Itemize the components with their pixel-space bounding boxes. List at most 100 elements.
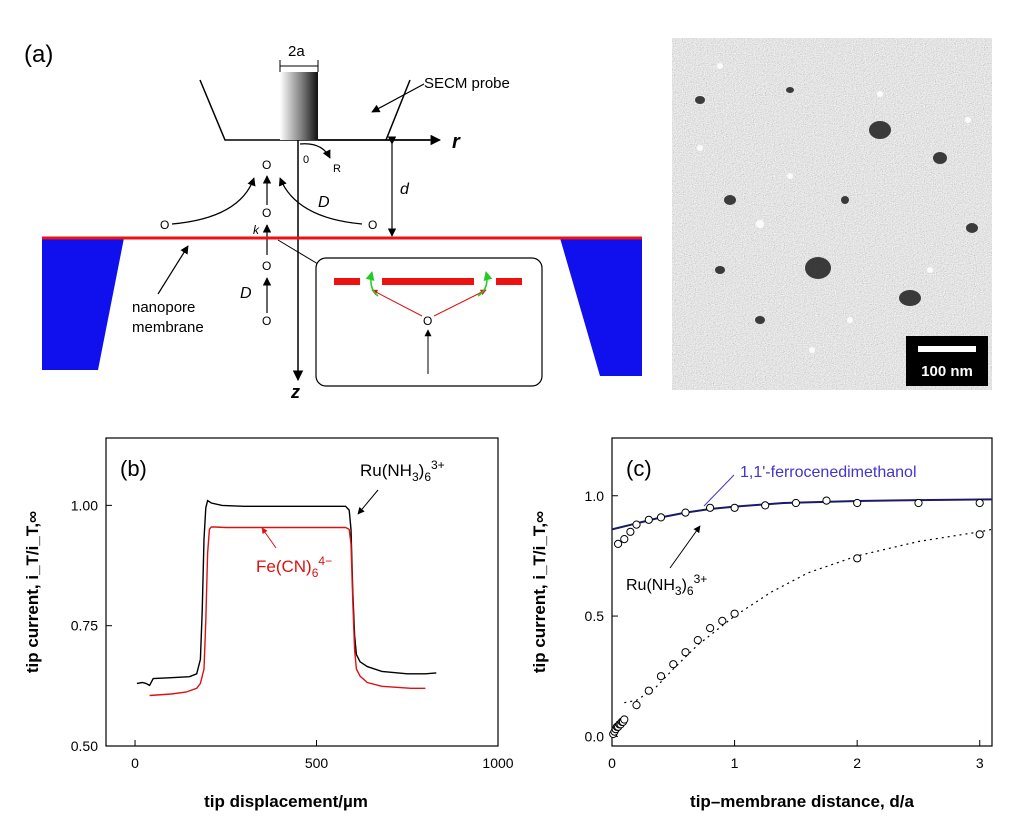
scale-bar: [918, 346, 976, 352]
data-point-series-1: [718, 616, 727, 626]
d-label: d: [400, 181, 410, 198]
scale-bar-box: [906, 336, 988, 386]
chart-b-ylabel: tip current, i_T/i_T,∞: [23, 511, 42, 673]
tem-pores: [695, 87, 978, 354]
secm-probe-label: SECM probe: [424, 75, 510, 92]
data-point-series-1: [656, 672, 666, 681]
data-point-series-0: [706, 503, 715, 512]
data-point-series-1: [620, 715, 629, 724]
membrane-pointer: [157, 245, 189, 295]
chart-b-ticks: 0 500 1000 0.50 0.75 1.00: [71, 497, 514, 771]
data-point-series-0: [730, 503, 739, 512]
data-point-series-0: [626, 527, 635, 536]
fit-line-0: [611, 498, 993, 531]
chart-c-annotation-ferrocene: 1,1'-ferrocenedimethanol: [740, 464, 917, 481]
data-point-series-0: [975, 498, 984, 508]
chart-c-frame: [611, 437, 993, 747]
chart-c-points: [609, 496, 984, 739]
membrane-label-line1: nanopore: [132, 299, 195, 316]
y-tick-label: 1.00: [71, 497, 98, 513]
data-point-series-0: [853, 498, 862, 508]
chart-c-panel-label: (c): [626, 456, 652, 481]
data-point-series-1: [681, 648, 690, 657]
chart-c: (c) tip–membrane distance, d/a tip curre…: [530, 437, 993, 811]
R-label: R: [333, 163, 341, 175]
svg-text:O: O: [160, 218, 169, 232]
probe-sheath-right: [385, 79, 411, 141]
panel-a-schematic: (a) r 2a SECM probe z 0 R d O O O O O: [24, 41, 642, 402]
data-point-series-1: [730, 609, 739, 618]
y-tick-label: 0.0: [585, 728, 605, 744]
green-arrow-right: [477, 271, 493, 297]
x-tick-label: 3: [976, 755, 984, 771]
panel-a-label: (a): [24, 41, 53, 68]
chart-b-frame: [105, 437, 499, 747]
membrane-support-right: [560, 238, 642, 376]
y-tick-label: 0.50: [71, 738, 98, 754]
membrane-support-left: [42, 238, 124, 370]
data-point-series-0: [791, 498, 801, 508]
chart-c-annotation-ru: Ru(NH3)63+: [626, 572, 707, 598]
chart-c-xlabel: tip–membrane distance, d/a: [690, 792, 914, 811]
probe-electrode: [280, 72, 318, 140]
svg-text:O: O: [368, 218, 377, 232]
membrane-label-line2: membrane: [132, 319, 204, 336]
chart-b-lines: [136, 499, 437, 697]
data-point-series-1: [706, 624, 715, 633]
svg-text:O: O: [262, 206, 271, 220]
data-point-series-0: [822, 496, 831, 505]
data-point-series-0: [681, 508, 690, 517]
chart-b-annotation-fe: Fe(CN)64−: [256, 554, 332, 580]
chart-b-panel-label: (b): [120, 456, 147, 481]
data-point-series-0: [914, 498, 923, 508]
tem-micrograph: 100 nm: [672, 38, 992, 390]
series-line-1: [149, 526, 426, 697]
x-tick-label: 1: [731, 755, 739, 771]
D-label-bottom: D: [240, 285, 252, 302]
svg-text:O: O: [262, 314, 271, 328]
tem-image: [672, 38, 992, 390]
x-tick-label: 2: [853, 755, 861, 771]
lateral-diffusion-right: [278, 177, 363, 225]
species-O: O O O O O O: [160, 158, 377, 328]
data-point-series-0: [644, 515, 653, 524]
data-point-series-0: [614, 539, 623, 549]
k-label: k: [253, 223, 260, 237]
data-point-series-1: [669, 660, 678, 669]
R-arrow: [299, 143, 331, 159]
x-tick-label: 500: [305, 755, 329, 771]
x-tick-label: 1000: [482, 755, 513, 771]
secm-probe-pointer: [371, 83, 425, 113]
tem-particles: [697, 63, 971, 353]
data-point-series-1: [853, 554, 862, 563]
scale-bar-label: 100 nm: [921, 363, 973, 380]
data-point-series-1: [632, 701, 641, 710]
y-tick-label: 0.75: [71, 618, 98, 634]
data-point-series-1: [644, 686, 653, 695]
data-point-series-1: [975, 530, 984, 539]
electrode-width-label: 2a: [288, 43, 305, 60]
x-tick-label: 0: [131, 755, 139, 771]
x-tick-label: 0: [608, 755, 616, 771]
inset-species-O: O: [423, 314, 432, 328]
y-tick-label: 1.0: [585, 488, 605, 504]
series-line-0: [136, 499, 437, 687]
data-point-series-0: [632, 520, 641, 529]
z-axis-label: z: [290, 382, 300, 402]
svg-text:O: O: [262, 259, 271, 273]
green-arrow-left: [365, 271, 379, 297]
chart-c-ylabel: tip current, i_T/i_T,∞: [530, 511, 549, 673]
data-point-series-0: [761, 501, 770, 510]
svg-text:O: O: [262, 158, 271, 172]
chart-c-lines: [611, 498, 993, 704]
y-tick-label: 0.5: [585, 608, 605, 624]
r-axis-label: r: [452, 131, 461, 153]
origin-label: 0: [303, 154, 309, 166]
lateral-diffusion-left: [171, 177, 256, 225]
D-label-top: D: [318, 194, 330, 211]
chart-b-xlabel: tip displacement/µm: [204, 792, 368, 811]
data-point-series-0: [620, 535, 629, 544]
chart-b-annotation-ru: Ru(NH3)63+: [360, 458, 445, 484]
chart-b: (b) tip displacement/µm tip current, i_T…: [23, 437, 514, 811]
data-point-series-1: [693, 636, 702, 645]
